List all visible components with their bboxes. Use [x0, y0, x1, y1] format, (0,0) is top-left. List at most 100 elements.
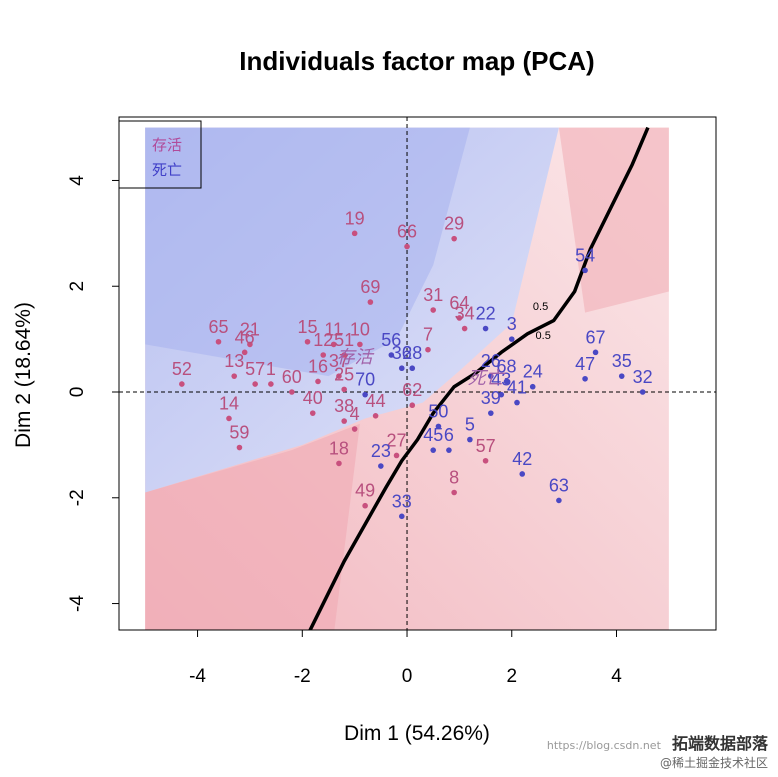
- point-label-dead: 3: [507, 314, 517, 334]
- point-dead: [482, 325, 489, 332]
- point-label-survived: 49: [355, 481, 375, 501]
- point-dead: [592, 349, 599, 356]
- point-survived: [372, 413, 379, 419]
- x-tick-label: -2: [294, 666, 311, 687]
- point-survived: [430, 307, 437, 313]
- region-survived-right: [558, 127, 669, 313]
- point-survived: [231, 373, 238, 379]
- y-axis: -4 -2 0 2 4: [67, 175, 119, 612]
- point-dead: [446, 447, 452, 453]
- point-label-dead: 33: [392, 491, 412, 511]
- point-survived: [451, 235, 457, 242]
- point-survived: [351, 230, 358, 237]
- region-survived-core: [145, 423, 360, 630]
- point-label-survived: 66: [397, 222, 417, 242]
- point-label-survived: 46: [235, 327, 255, 347]
- x-tick-label: 4: [611, 666, 622, 687]
- point-label-dead: 39: [481, 388, 501, 408]
- point-survived: [341, 418, 347, 424]
- point-label-survived: 29: [444, 214, 464, 234]
- point-label-dead: 24: [523, 362, 543, 382]
- point-label-survived: 12: [313, 330, 333, 350]
- point-label-survived: 10: [350, 319, 370, 339]
- point-label-survived: 25: [334, 364, 354, 384]
- y-tick-label: 2: [67, 281, 88, 292]
- point-survived: [289, 389, 295, 395]
- point-survived: [393, 452, 400, 459]
- point-dead: [582, 375, 588, 382]
- point-dead: [529, 383, 536, 390]
- point-label-dead: 32: [633, 367, 653, 387]
- y-axis-label: Dim 2 (18.64%): [12, 302, 35, 448]
- point-survived: [215, 338, 222, 345]
- point-label-dead: 47: [575, 354, 595, 374]
- x-tick-label: -4: [189, 666, 206, 687]
- point-survived: [367, 299, 374, 305]
- point-dead: [556, 497, 562, 504]
- point-dead: [430, 447, 437, 453]
- centroid-label: 存活: [337, 347, 375, 368]
- region-dead-core: [145, 127, 470, 377]
- point-label-survived: 4: [350, 404, 360, 424]
- point-label-dead: 35: [612, 351, 632, 371]
- point-survived: [241, 349, 248, 356]
- point-survived: [425, 346, 431, 353]
- point-label-survived: 64: [449, 293, 469, 313]
- point-label-survived: 8: [449, 467, 459, 487]
- point-label-survived: 11: [324, 319, 343, 339]
- point-survived: [304, 338, 311, 345]
- point-label-survived: 44: [366, 391, 386, 411]
- watermark-sub: @稀土掘金技术社区: [659, 756, 768, 770]
- point-label-survived: 59: [229, 423, 249, 443]
- point-label-dead: 36: [392, 343, 412, 363]
- point-dead: [488, 373, 494, 379]
- point-dead: [498, 391, 505, 398]
- point-label-survived: 19: [345, 208, 365, 228]
- contour-label: 0.5: [536, 330, 551, 342]
- point-survived: [341, 386, 347, 393]
- point-survived: [236, 444, 243, 451]
- point-survived: [336, 373, 342, 379]
- point-dead: [388, 352, 395, 358]
- point-dead: [398, 365, 405, 372]
- point-dead: [409, 365, 416, 372]
- point-label-survived: 15: [298, 317, 318, 337]
- point-label-dead: 26: [481, 351, 501, 371]
- point-dead: [618, 373, 625, 379]
- point-label-dead: 68: [497, 356, 517, 376]
- point-label-dead: 63: [549, 475, 569, 495]
- point-survived: [226, 415, 232, 422]
- plot-frame: [118, 116, 717, 631]
- decision-boundary: [308, 126, 650, 630]
- point-label-survived: 13: [224, 351, 244, 371]
- point-label-survived: 40: [303, 388, 323, 408]
- point-label-dead: 67: [586, 327, 606, 347]
- point-dead: [398, 513, 405, 520]
- point-survived: [330, 341, 337, 348]
- point-label-dead: 6: [444, 425, 454, 445]
- point-survived: [482, 457, 489, 464]
- x-axis-label: Dim 1 (54.26%): [344, 722, 490, 745]
- chart-title: Individuals factor map (PCA): [239, 46, 594, 76]
- point-label-survived: 51: [334, 330, 354, 350]
- watermark: https://blog.csdn.net 拓端数据部落 @稀土掘金技术社区: [547, 730, 768, 771]
- point-survived: [336, 460, 342, 467]
- point-survived: [451, 489, 457, 496]
- point-survived: [320, 352, 327, 358]
- point-label-survived: 27: [387, 430, 407, 450]
- point-label-survived: 38: [334, 396, 354, 416]
- point-label-dead: 28: [402, 343, 422, 363]
- reference-lines: [119, 117, 716, 630]
- point-dead: [503, 378, 510, 385]
- point-label-dead: 22: [476, 304, 496, 324]
- point-survived: [252, 381, 258, 387]
- point-label-survived: 62: [402, 380, 422, 400]
- point-label-dead: 5: [465, 415, 475, 435]
- point-dead: [519, 471, 526, 477]
- point-survived: [309, 410, 316, 416]
- y-tick-label: 4: [67, 175, 88, 186]
- legend: 存活 死亡: [118, 120, 202, 189]
- point-dead: [582, 267, 588, 274]
- point-label-dead: 50: [428, 401, 448, 421]
- point-dead: [639, 389, 646, 395]
